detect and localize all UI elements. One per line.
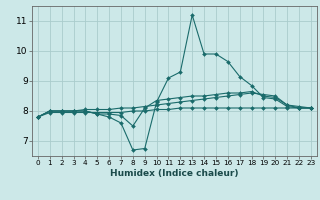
- X-axis label: Humidex (Indice chaleur): Humidex (Indice chaleur): [110, 169, 239, 178]
